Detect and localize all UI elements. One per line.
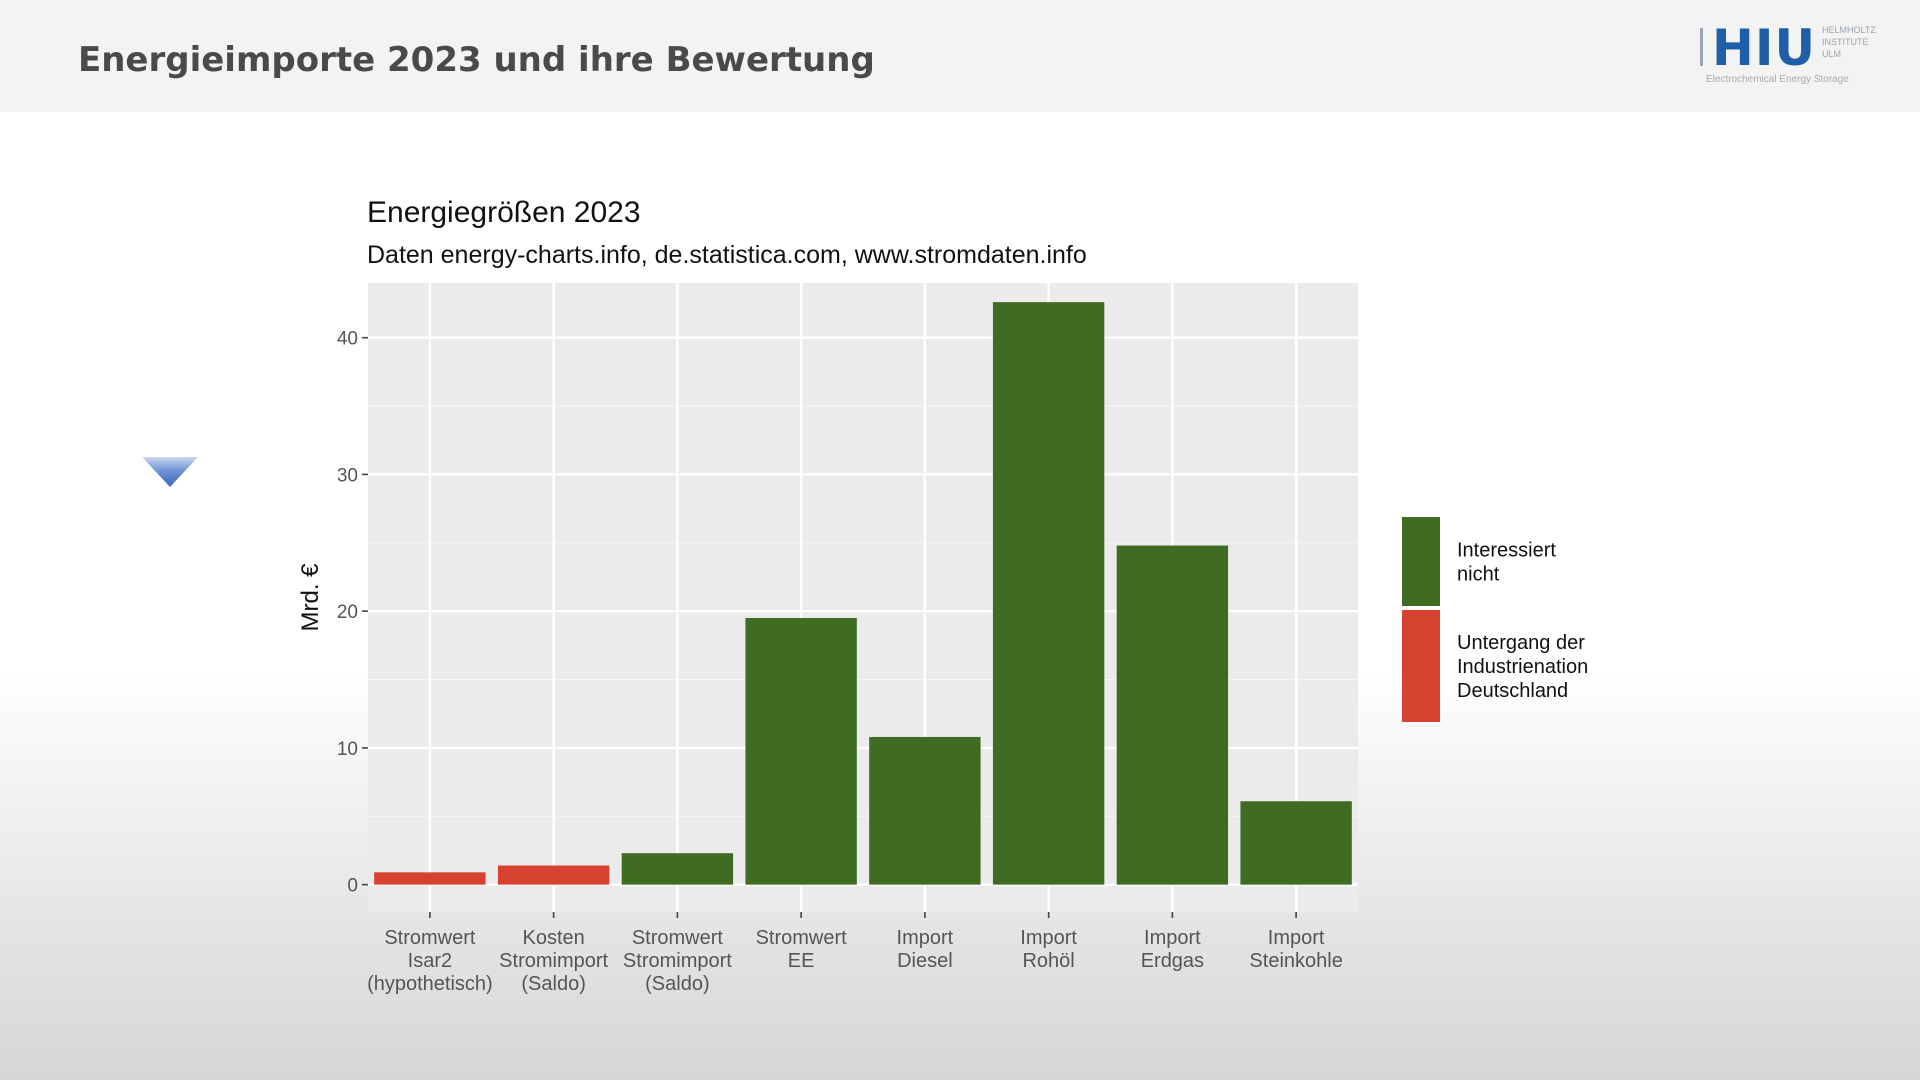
x-tick-label-line: (Saldo): [521, 973, 585, 995]
bar: [621, 853, 734, 885]
x-tick-label-line: Stromwert: [384, 927, 476, 949]
x-tick-label: Import Steinkohle: [1249, 927, 1342, 972]
legend-label: Interessiert nicht: [1457, 540, 1556, 586]
bar: [1116, 545, 1229, 885]
legend-label-line: nicht: [1457, 564, 1500, 586]
x-tick-label-line: (hypothetisch): [367, 973, 493, 995]
x-tick-label-line: Diesel: [897, 950, 953, 972]
x-tick-label-line: EE: [788, 950, 815, 972]
bar: [374, 872, 486, 885]
chart-subtitle: Daten energy-charts.info, de.statistica.…: [367, 241, 1087, 269]
y-tick-label: 30: [337, 465, 358, 486]
x-tick-label: Import Rohöl: [1020, 927, 1077, 972]
x-tick-label: Stromwert EE: [756, 927, 848, 972]
x-tick-label-line: Stromwert: [756, 927, 848, 949]
hiu-logo: HIU HELMHOLTZ INSTITUTE ULM Electrochemi…: [1700, 18, 1880, 88]
logo-mark: HIU: [1712, 19, 1817, 77]
x-tick-label-line: Isar2: [408, 950, 452, 972]
logo-bar: [1700, 28, 1703, 66]
y-tick-label: 10: [337, 739, 358, 760]
y-tick-label: 20: [337, 602, 358, 623]
legend-label-line: Interessiert: [1457, 540, 1556, 562]
legend-label-line: Industrienation: [1457, 656, 1588, 678]
bar: [497, 865, 610, 885]
logo-side-line: HELMHOLTZ: [1822, 25, 1876, 35]
x-tick-label-line: (Saldo): [645, 973, 709, 995]
x-tick-label: Stromwert Isar2 (hypothetisch): [367, 927, 493, 995]
slide-title: Energieimporte 2023 und ihre Bewertung: [78, 40, 875, 80]
bar: [745, 618, 857, 885]
triangle-down-icon[interactable]: [140, 455, 200, 489]
x-tick-label-line: Stromimport: [499, 950, 608, 972]
x-tick-label-line: Erdgas: [1141, 950, 1204, 972]
x-tick-label-line: Import: [1020, 927, 1077, 949]
x-tick-label: Stromwert Stromimport (Saldo): [623, 927, 732, 995]
y-tick-label: 40: [337, 329, 358, 350]
x-tick-label-line: Import: [1144, 927, 1201, 949]
x-tick-label-line: Rohöl: [1022, 950, 1074, 972]
slide-header: [0, 0, 1920, 112]
x-tick-label: Import Erdgas: [1141, 927, 1204, 972]
x-tick-label-line: Import: [897, 927, 954, 949]
logo-side-line: INSTITUTE: [1822, 37, 1869, 47]
legend-label-line: Deutschland: [1457, 680, 1568, 702]
x-tick-label-line: Stromwert: [632, 927, 724, 949]
x-tick-label-line: Kosten: [522, 927, 584, 949]
x-tick-label: Import Diesel: [897, 927, 954, 972]
legend-key: [1402, 517, 1440, 606]
x-tick-label-line: Stromimport: [623, 950, 732, 972]
logo-side-text: HELMHOLTZ INSTITUTE ULM: [1822, 24, 1876, 60]
y-axis-label: Mrd. €: [297, 563, 324, 632]
bar: [992, 302, 1105, 885]
legend-label: Untergang der Industrienation Deutschland: [1457, 632, 1588, 702]
x-tick-label-line: Import: [1268, 927, 1325, 949]
logo-side-line: ULM: [1822, 49, 1842, 59]
bar: [869, 736, 981, 885]
chart-title: Energiegrößen 2023: [367, 196, 641, 229]
logo-tagline: Electrochemical Energy Storage: [1706, 74, 1849, 85]
x-tick-label: Kosten Stromimport (Saldo): [499, 927, 608, 995]
legend-label-line: Untergang der: [1457, 632, 1585, 654]
x-tick-label-line: Steinkohle: [1249, 950, 1342, 972]
legend-key: [1402, 610, 1440, 722]
y-tick-label: 0: [347, 876, 358, 897]
bar: [1240, 801, 1352, 885]
